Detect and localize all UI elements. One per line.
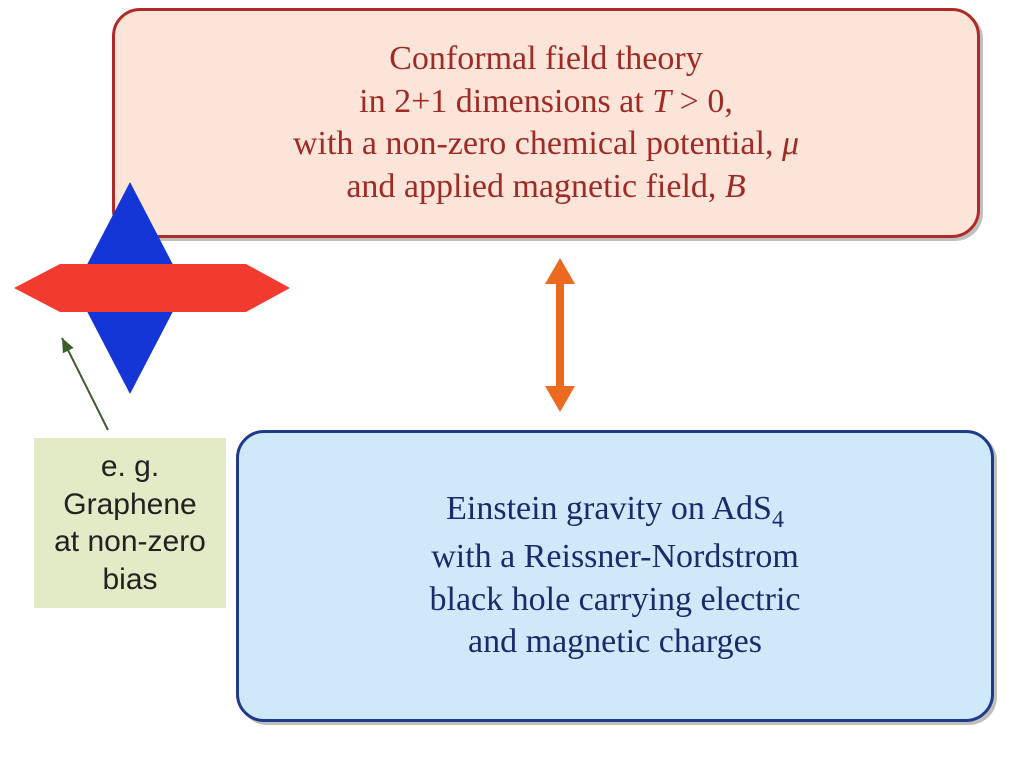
text: in 2+1 dimensions at: [359, 83, 652, 120]
example-label-box: e. g. Graphene at non-zero bias: [34, 438, 226, 608]
bottom-line-4: and magnetic charges: [468, 621, 762, 664]
var-T: T: [652, 83, 671, 120]
eg-line-2: Graphene: [63, 486, 196, 524]
text: > 0,: [671, 83, 733, 120]
top-line-4: and applied magnetic field, B: [346, 166, 745, 209]
bottom-line-2: with a Reissner-Nordstrom: [431, 536, 799, 579]
subscript-4: 4: [772, 507, 784, 533]
text: and applied magnetic field,: [346, 168, 725, 205]
top-line-1: Conformal field theory: [389, 38, 702, 81]
bottom-concept-box: Einstein gravity on AdS4 with a Reissner…: [236, 430, 994, 722]
bottom-line-1: Einstein gravity on AdS4: [446, 488, 784, 536]
pointer-arrow-icon: [62, 338, 108, 430]
eg-line-1: e. g.: [101, 448, 159, 486]
top-line-2: in 2+1 dimensions at T > 0,: [359, 81, 733, 124]
var-B: B: [725, 168, 746, 205]
correspondence-double-arrow-icon: [545, 258, 575, 412]
diagram-stage: Conformal field theory in 2+1 dimensions…: [0, 0, 1024, 768]
eg-line-4: bias: [102, 561, 157, 599]
var-mu: μ: [782, 125, 799, 162]
text: Einstein gravity on AdS: [446, 490, 772, 527]
bottom-line-3: black hole carrying electric: [430, 579, 801, 622]
text: Conformal field theory: [389, 40, 702, 77]
top-concept-box: Conformal field theory in 2+1 dimensions…: [112, 8, 980, 238]
eg-line-3: at non-zero: [54, 523, 206, 561]
top-line-3: with a non-zero chemical potential, μ: [293, 123, 799, 166]
text: with a non-zero chemical potential,: [293, 125, 782, 162]
